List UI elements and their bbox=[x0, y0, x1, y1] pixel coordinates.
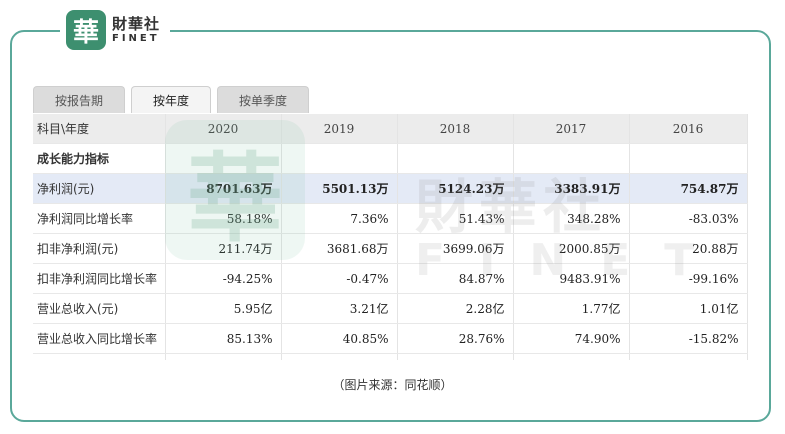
tab-by-year[interactable]: 按年度 bbox=[131, 86, 212, 113]
row-label: 扣非净利润同比增长率 bbox=[33, 263, 166, 294]
row-value: 211.74万 bbox=[165, 233, 282, 264]
row-value: 2.28亿 bbox=[397, 293, 514, 324]
header-year[interactable]: 2016 bbox=[629, 114, 748, 144]
row-label: 营业总收入(元) bbox=[33, 293, 166, 324]
row-label: 扣非净利润(元) bbox=[33, 233, 166, 264]
table-spacer-row bbox=[33, 353, 748, 360]
row-value: 754.87万 bbox=[629, 173, 748, 204]
row-value: -0.47% bbox=[281, 263, 398, 294]
row-value: 348.28% bbox=[513, 203, 630, 234]
row-value: 5124.23万 bbox=[397, 173, 514, 204]
row-value: 3.21亿 bbox=[281, 293, 398, 324]
row-label: 净利润(元) bbox=[33, 173, 166, 204]
table-row[interactable]: 营业总收入同比增长率 85.13% 40.85% 28.76% 74.90% -… bbox=[33, 323, 748, 354]
logo-seal-icon: 華 bbox=[66, 10, 106, 50]
section-row: 成长能力指标 bbox=[33, 143, 748, 174]
financial-table: 科目\年度 2020 2019 2018 2017 2016 成长能力指标 净利… bbox=[33, 114, 748, 360]
row-label: 净利润同比增长率 bbox=[33, 203, 166, 234]
header-year[interactable]: 2019 bbox=[281, 114, 398, 144]
header-year[interactable]: 2020 bbox=[165, 114, 282, 144]
row-value: 8701.63万 bbox=[165, 173, 282, 204]
row-value: 1.77亿 bbox=[513, 293, 630, 324]
row-value: 84.87% bbox=[397, 263, 514, 294]
table-row[interactable]: 净利润同比增长率 58.18% 7.36% 51.43% 348.28% -83… bbox=[33, 203, 748, 234]
section-label: 成长能力指标 bbox=[33, 143, 166, 174]
card-frame bbox=[10, 30, 771, 422]
row-value: 2000.85万 bbox=[513, 233, 630, 264]
row-value: 51.43% bbox=[397, 203, 514, 234]
finet-logo: 華 財華社 FINET bbox=[60, 8, 171, 52]
header-year[interactable]: 2018 bbox=[397, 114, 514, 144]
row-value: 7.36% bbox=[281, 203, 398, 234]
row-value: -99.16% bbox=[629, 263, 748, 294]
row-value: -15.82% bbox=[629, 323, 748, 354]
row-value: 3383.91万 bbox=[513, 173, 630, 204]
header-year[interactable]: 2017 bbox=[513, 114, 630, 144]
logo-name-cn: 財華社 bbox=[112, 14, 161, 33]
row-value: 5.95亿 bbox=[165, 293, 282, 324]
table-row[interactable]: 净利润(元) 8701.63万 5501.13万 5124.23万 3383.9… bbox=[33, 173, 748, 204]
row-value: -94.25% bbox=[165, 263, 282, 294]
header-subject-year: 科目\年度 bbox=[33, 114, 166, 144]
row-value: 85.13% bbox=[165, 323, 282, 354]
row-value: 9483.91% bbox=[513, 263, 630, 294]
row-value: -83.03% bbox=[629, 203, 748, 234]
table-header-row: 科目\年度 2020 2019 2018 2017 2016 bbox=[33, 114, 748, 144]
table-row[interactable]: 扣非净利润同比增长率 -94.25% -0.47% 84.87% 9483.91… bbox=[33, 263, 748, 294]
image-source-caption: （图片来源：同花顺） bbox=[332, 378, 453, 392]
tab-by-report-period[interactable]: 按报告期 bbox=[33, 86, 126, 113]
row-value: 1.01亿 bbox=[629, 293, 748, 324]
logo-text: 財華社 FINET bbox=[112, 14, 161, 44]
logo-name-en: FINET bbox=[112, 32, 160, 44]
row-label: 营业总收入同比增长率 bbox=[33, 323, 166, 354]
table-row[interactable]: 扣非净利润(元) 211.74万 3681.68万 3699.06万 2000.… bbox=[33, 233, 748, 264]
row-value: 5501.13万 bbox=[281, 173, 398, 204]
row-value: 20.88万 bbox=[629, 233, 748, 264]
row-value: 74.90% bbox=[513, 323, 630, 354]
row-value: 58.18% bbox=[165, 203, 282, 234]
row-value: 3699.06万 bbox=[397, 233, 514, 264]
row-value: 28.76% bbox=[397, 323, 514, 354]
period-tabs: 按报告期 按年度 按单季度 bbox=[33, 86, 315, 114]
table-row[interactable]: 营业总收入(元) 5.95亿 3.21亿 2.28亿 1.77亿 1.01亿 bbox=[33, 293, 748, 324]
tab-by-quarter[interactable]: 按单季度 bbox=[217, 86, 310, 113]
row-value: 40.85% bbox=[281, 323, 398, 354]
row-value: 3681.68万 bbox=[281, 233, 398, 264]
